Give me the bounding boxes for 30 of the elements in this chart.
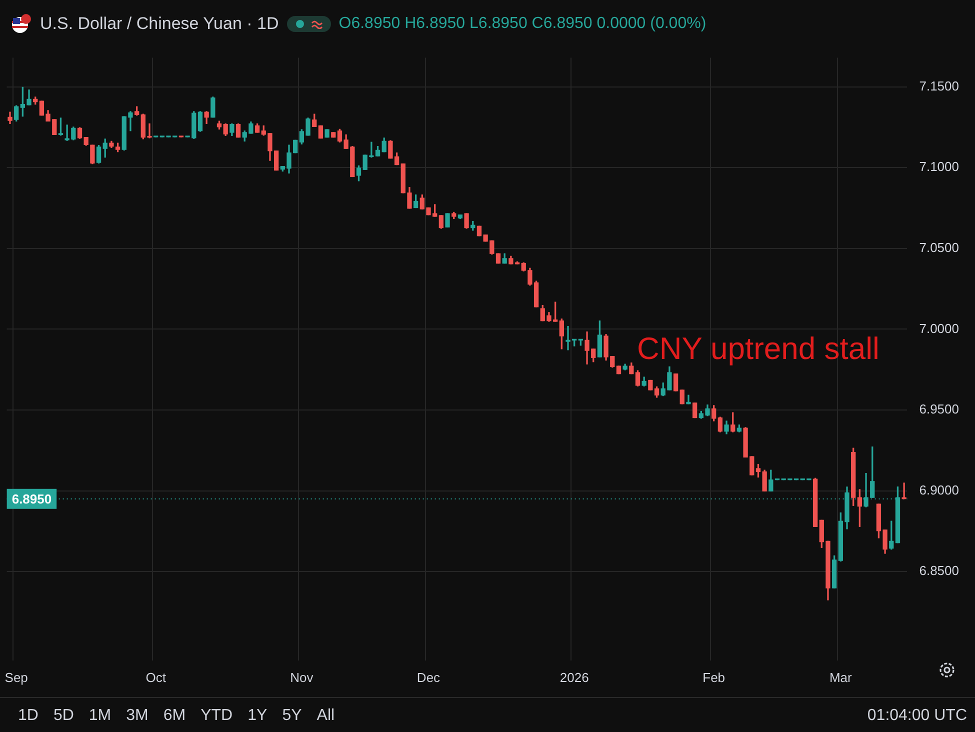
ref-line-label: 6.8950	[12, 491, 52, 506]
x-tick-label: Nov	[290, 670, 314, 685]
x-tick-label: Oct	[146, 670, 166, 685]
y-tick-label: 7.0500	[919, 240, 960, 256]
x-tick-label: Feb	[702, 670, 726, 685]
y-tick-label: 7.0000	[919, 320, 960, 336]
text: 3M	[126, 706, 148, 724]
x-tick-label: 2026	[560, 670, 589, 685]
candlestick	[686, 394, 691, 404]
annotation: CNY uptrend stall	[637, 331, 880, 367]
y-tick-label: 7.1500	[919, 78, 960, 94]
text: 1Y	[248, 706, 268, 724]
text: YTD	[200, 706, 233, 724]
chart-subtitle: O6.8950 H6.8950 L6.8950 C6.8950 0.0000 (0.00%)	[338, 15, 706, 33]
text: All	[316, 706, 335, 724]
text: 1M	[88, 706, 112, 724]
text: 1D	[18, 706, 38, 724]
candlestick	[902, 482, 906, 500]
y-tick-label: 6.8500	[919, 563, 960, 578]
text: 5D	[53, 706, 74, 724]
chart-title: U.S. Dollar / Chinese Yuan · 1D	[40, 14, 279, 34]
y-tick-label: 7.1000	[919, 159, 960, 174]
x-tick-label: Dec	[416, 670, 441, 685]
x-tick-label: Mar	[829, 670, 853, 685]
text: 01:04:00 UTC	[867, 706, 967, 724]
text: 6M	[163, 706, 186, 724]
y-tick-label: 6.9500	[919, 402, 960, 417]
y-tick-label: 6.9000	[919, 482, 960, 498]
x-tick-label: Sep	[4, 670, 28, 685]
text: 5Y	[282, 706, 302, 724]
